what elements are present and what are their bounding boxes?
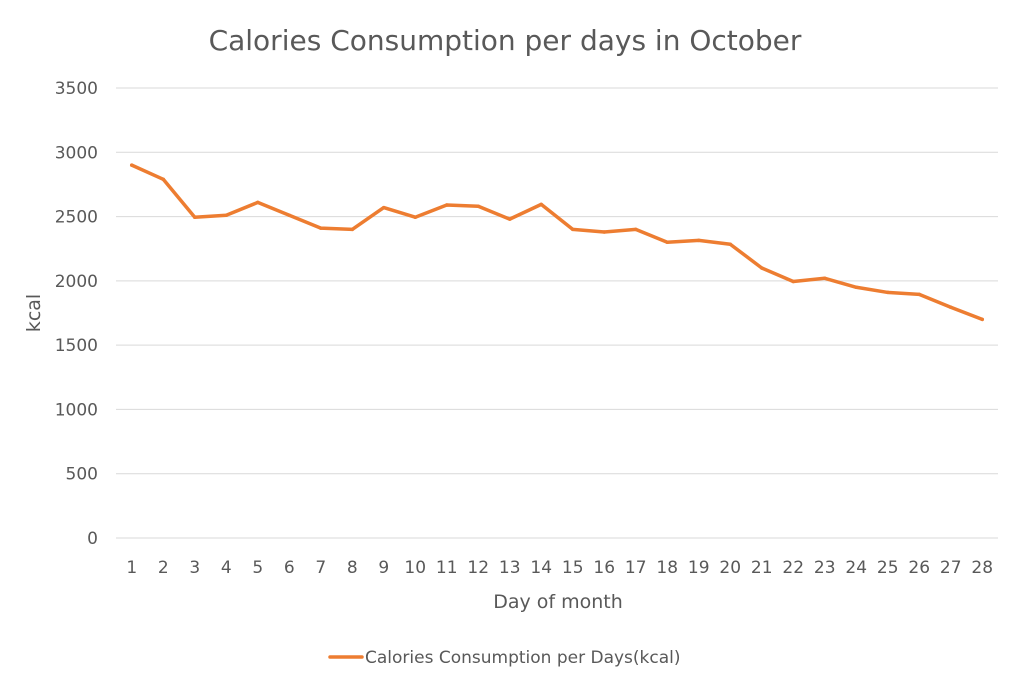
- legend-label: Calories Consumption per Days(kcal): [365, 648, 681, 668]
- data-point: [823, 276, 827, 281]
- y-tick-label: 3500: [55, 79, 98, 99]
- x-tick-label: 2: [158, 558, 169, 578]
- y-axis-title: kcal: [23, 294, 45, 332]
- x-tick-label: 28: [971, 558, 993, 578]
- x-tick-label: 11: [436, 558, 458, 578]
- x-axis-ticks: 1 2 3 4 5 6 7 8 9 10 11 12 13 14 15 16 17 18 19 20 21 22 23 24 2…: [126, 558, 993, 578]
- data-point: [350, 227, 354, 232]
- y-tick-label: 3000: [55, 143, 98, 163]
- x-tick-label: 27: [940, 558, 962, 578]
- y-tick-label: 500: [66, 465, 98, 485]
- x-tick-label: 8: [347, 558, 358, 578]
- x-axis-title: Day of month: [493, 591, 623, 613]
- data-point: [728, 242, 732, 246]
- x-tick-label: 15: [562, 558, 584, 578]
- y-tick-label: 1000: [55, 400, 98, 420]
- data-point: [256, 200, 260, 205]
- data-point: [917, 292, 921, 297]
- data-point: [413, 215, 417, 219]
- x-tick-label: 10: [404, 558, 426, 578]
- data-point: [445, 203, 449, 207]
- x-tick-label: 26: [908, 558, 930, 578]
- chart-title: Calories Consumption per days in October: [209, 24, 802, 57]
- x-tick-label: 6: [284, 558, 295, 578]
- x-tick-label: 19: [688, 558, 710, 578]
- data-point: [854, 285, 858, 290]
- data-point: [886, 290, 890, 295]
- x-tick-label: 1: [126, 558, 137, 578]
- series-layer: [130, 163, 984, 322]
- data-point: [476, 204, 480, 209]
- x-tick-label: 18: [656, 558, 678, 578]
- data-point: [508, 217, 512, 221]
- x-tick-label: 12: [467, 558, 489, 578]
- data-point: [634, 227, 638, 232]
- x-tick-label: 22: [782, 558, 804, 578]
- data-point: [602, 230, 606, 234]
- series-line: [130, 163, 984, 322]
- x-tick-label: 5: [252, 558, 263, 578]
- data-point: [161, 177, 165, 182]
- x-tick-label: 9: [378, 558, 389, 578]
- x-tick-label: 23: [814, 558, 836, 578]
- x-tick-label: 14: [530, 558, 552, 578]
- x-tick-label: 16: [593, 558, 615, 578]
- x-tick-label: 7: [315, 558, 326, 578]
- data-point: [193, 215, 197, 219]
- y-tick-label: 0: [87, 529, 98, 549]
- data-point: [287, 213, 291, 218]
- x-tick-label: 20: [719, 558, 741, 578]
- x-tick-label: 4: [221, 558, 232, 578]
- x-tick-label: 21: [751, 558, 773, 578]
- data-point: [539, 202, 543, 207]
- data-point: [949, 305, 953, 309]
- data-point: [665, 240, 669, 245]
- x-tick-label: 17: [625, 558, 647, 578]
- data-point: [224, 213, 228, 218]
- data-point: [791, 279, 795, 284]
- legend: Calories Consumption per Days(kcal): [328, 648, 681, 668]
- y-axis-ticks: 0 500 1000 1500 2000 2500 3000 3500: [55, 79, 98, 549]
- data-point: [571, 227, 575, 232]
- x-tick-label: 3: [189, 558, 200, 578]
- x-tick-label: 13: [499, 558, 521, 578]
- y-tick-label: 1500: [55, 336, 98, 356]
- y-tick-label: 2500: [55, 208, 98, 228]
- x-tick-label: 25: [877, 558, 899, 578]
- data-point: [980, 317, 984, 322]
- data-point: [697, 238, 701, 243]
- x-tick-label: 24: [845, 558, 867, 578]
- data-point: [319, 226, 323, 230]
- series-path: [130, 163, 984, 322]
- gridlines: [116, 87, 998, 539]
- y-tick-label: 2000: [55, 272, 98, 292]
- data-point: [382, 205, 386, 210]
- data-point: [130, 163, 134, 167]
- data-point: [760, 266, 764, 270]
